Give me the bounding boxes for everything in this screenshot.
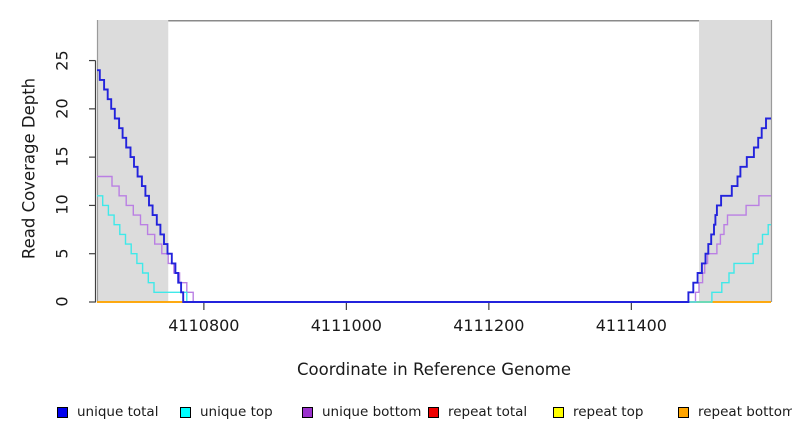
series-unique-bottom [97, 175, 771, 303]
legend-label: repeat bottom [698, 404, 792, 420]
y-axis-title: Read Coverage Depth [19, 77, 39, 260]
legend-label: unique top [200, 404, 273, 420]
unique-bottom-swatch-icon [302, 406, 313, 418]
repeat-bottom-swatch-icon [678, 406, 689, 418]
legend-item-repeat-top: repeat top [553, 404, 643, 420]
repeat-top-swatch-icon [553, 406, 564, 418]
legend-label: repeat top [573, 404, 644, 420]
shaded-region [699, 20, 771, 302]
x-tick-label: 4111200 [453, 316, 525, 335]
x-tick-label: 4110800 [168, 316, 240, 335]
legend-label: unique bottom [322, 404, 422, 420]
unique-total-swatch-icon [57, 406, 68, 418]
legend-item-repeat-bottom: repeat bottom [678, 404, 792, 420]
y-tick-label: 25 [52, 49, 72, 71]
shaded-region [97, 20, 169, 302]
legend-item-repeat-total: repeat total [428, 404, 527, 420]
repeat-total-swatch-icon [428, 406, 439, 418]
legend-item-unique-top: unique top [180, 404, 273, 420]
legend-item-unique-bottom: unique bottom [302, 404, 421, 420]
x-tick-label: 4111000 [310, 316, 382, 335]
unique-top-swatch-icon [180, 406, 191, 418]
x-axis-title: Coordinate in Reference Genome [296, 360, 572, 379]
series-unique-top [97, 195, 771, 303]
x-tick-label: 4111400 [595, 316, 667, 335]
legend-label: unique total [77, 404, 159, 420]
legend-label: repeat total [448, 404, 528, 420]
series-unique-total [97, 69, 771, 303]
legend-item-unique-total: unique total [57, 404, 158, 420]
